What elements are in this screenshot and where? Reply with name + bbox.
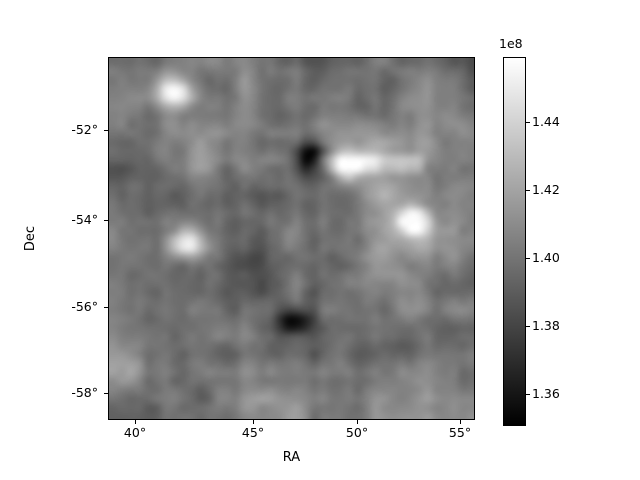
- colorbar-tick-mark-4: [526, 394, 530, 395]
- xtick-label-1: 45°: [241, 425, 265, 440]
- colorbar[interactable]: [503, 57, 526, 426]
- colorbar-tick-mark-2: [526, 258, 530, 259]
- colorbar-tick-label-4: 1.36: [532, 386, 560, 401]
- y-axis-label: Dec: [22, 57, 40, 420]
- xtick-mark-1: [253, 420, 254, 424]
- colorbar-tick-label-1: 1.42: [532, 182, 560, 197]
- colorbar-tick-label-3: 1.38: [532, 318, 560, 333]
- colorbar-tick-label-0: 1.44: [532, 114, 560, 129]
- ytick-label-1: -54°: [71, 212, 98, 227]
- xtick-label-0: 40°: [123, 425, 147, 440]
- ytick-label-0: -52°: [71, 122, 98, 137]
- sky-map-axes[interactable]: [108, 57, 475, 420]
- x-axis-label: RA: [282, 450, 301, 465]
- ytick-mark-2: [104, 307, 108, 308]
- xtick-mark-3: [460, 420, 461, 424]
- colorbar-tick-mark-3: [526, 326, 530, 327]
- colorbar-offset-text: 1e8: [499, 36, 523, 51]
- xtick-label-2: 50°: [345, 425, 369, 440]
- colorbar-gradient: [504, 58, 525, 425]
- sky-map-heatmap: [109, 58, 474, 419]
- xtick-label-3: 55°: [448, 425, 472, 440]
- ytick-mark-1: [104, 220, 108, 221]
- colorbar-tick-mark-1: [526, 190, 530, 191]
- xtick-mark-2: [357, 420, 358, 424]
- ytick-mark-3: [104, 393, 108, 394]
- colorbar-tick-mark-0: [526, 122, 530, 123]
- ytick-label-3: -58°: [71, 385, 98, 400]
- xtick-mark-0: [135, 420, 136, 424]
- ytick-mark-0: [104, 130, 108, 131]
- y-axis-label-text: Dec: [23, 225, 39, 252]
- ytick-label-2: -56°: [71, 299, 98, 314]
- colorbar-tick-label-2: 1.40: [532, 250, 560, 265]
